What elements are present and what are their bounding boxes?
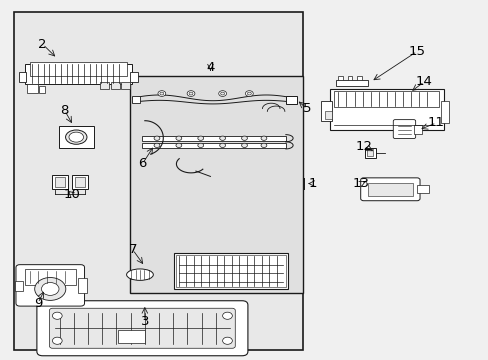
Circle shape bbox=[220, 92, 224, 95]
Text: 9: 9 bbox=[34, 297, 42, 310]
Bar bbox=[15, 281, 23, 291]
Circle shape bbox=[158, 91, 165, 96]
Bar bbox=[111, 82, 119, 89]
Circle shape bbox=[241, 136, 247, 140]
FancyBboxPatch shape bbox=[360, 178, 419, 201]
Text: 13: 13 bbox=[352, 177, 369, 190]
Bar bbox=[14, 12, 302, 350]
Circle shape bbox=[261, 136, 266, 140]
Text: 10: 10 bbox=[63, 188, 80, 201]
Bar bbox=[130, 72, 137, 82]
Bar bbox=[25, 269, 76, 285]
Bar bbox=[142, 136, 285, 141]
Text: 5: 5 bbox=[302, 102, 310, 115]
FancyBboxPatch shape bbox=[37, 301, 247, 356]
Bar bbox=[367, 183, 412, 196]
Circle shape bbox=[198, 136, 203, 140]
Bar bbox=[72, 175, 88, 189]
Text: 11: 11 bbox=[427, 116, 444, 129]
Text: 6: 6 bbox=[138, 157, 146, 170]
Bar bbox=[285, 96, 296, 104]
Text: 2: 2 bbox=[39, 38, 47, 51]
Bar bbox=[365, 148, 375, 158]
Bar bbox=[59, 126, 94, 148]
Bar bbox=[142, 143, 285, 148]
Bar bbox=[176, 255, 285, 287]
Text: 14: 14 bbox=[415, 75, 432, 88]
Text: 1: 1 bbox=[308, 177, 316, 190]
Circle shape bbox=[261, 143, 266, 148]
Bar bbox=[75, 177, 84, 187]
Bar bbox=[25, 64, 131, 84]
Circle shape bbox=[198, 143, 203, 148]
Bar bbox=[130, 76, 302, 293]
Ellipse shape bbox=[69, 132, 83, 142]
Circle shape bbox=[176, 143, 182, 148]
Bar bbox=[347, 76, 352, 80]
Circle shape bbox=[35, 278, 66, 300]
Bar bbox=[19, 72, 26, 82]
Circle shape bbox=[176, 136, 182, 140]
Circle shape bbox=[218, 91, 226, 96]
Circle shape bbox=[52, 312, 62, 319]
Circle shape bbox=[41, 283, 59, 296]
Bar bbox=[324, 111, 331, 118]
Circle shape bbox=[222, 312, 232, 319]
Circle shape bbox=[160, 92, 163, 95]
Text: 4: 4 bbox=[206, 61, 214, 74]
Text: 8: 8 bbox=[61, 104, 69, 117]
Circle shape bbox=[52, 337, 62, 344]
FancyBboxPatch shape bbox=[392, 120, 415, 139]
Circle shape bbox=[247, 92, 251, 95]
Bar bbox=[337, 76, 342, 80]
Bar bbox=[55, 177, 65, 187]
Text: 7: 7 bbox=[128, 243, 137, 256]
Ellipse shape bbox=[65, 130, 87, 144]
Bar bbox=[320, 102, 331, 121]
Circle shape bbox=[189, 92, 193, 95]
Bar bbox=[334, 91, 438, 107]
Text: 3: 3 bbox=[140, 315, 149, 328]
Text: 15: 15 bbox=[408, 45, 425, 58]
Bar bbox=[78, 278, 87, 293]
Bar bbox=[366, 149, 372, 157]
Bar bbox=[441, 102, 448, 123]
Bar bbox=[39, 86, 45, 93]
Circle shape bbox=[154, 136, 160, 140]
Circle shape bbox=[219, 143, 225, 148]
Bar bbox=[357, 76, 362, 80]
Bar bbox=[329, 89, 443, 130]
Circle shape bbox=[245, 91, 253, 96]
Bar bbox=[52, 175, 68, 189]
Text: 12: 12 bbox=[354, 140, 371, 153]
Circle shape bbox=[219, 136, 225, 140]
Bar bbox=[100, 82, 109, 89]
Bar bbox=[413, 125, 422, 134]
Bar bbox=[118, 330, 145, 342]
Circle shape bbox=[154, 143, 160, 148]
Bar bbox=[121, 82, 130, 89]
Bar bbox=[131, 96, 140, 103]
FancyBboxPatch shape bbox=[16, 265, 84, 306]
Circle shape bbox=[241, 143, 247, 148]
Circle shape bbox=[222, 337, 232, 344]
Ellipse shape bbox=[126, 269, 153, 280]
Bar bbox=[335, 80, 367, 86]
Bar bbox=[30, 62, 126, 76]
Bar bbox=[27, 84, 38, 93]
Bar bbox=[416, 185, 428, 193]
Bar bbox=[174, 253, 287, 289]
FancyBboxPatch shape bbox=[49, 308, 235, 348]
Circle shape bbox=[187, 91, 195, 96]
